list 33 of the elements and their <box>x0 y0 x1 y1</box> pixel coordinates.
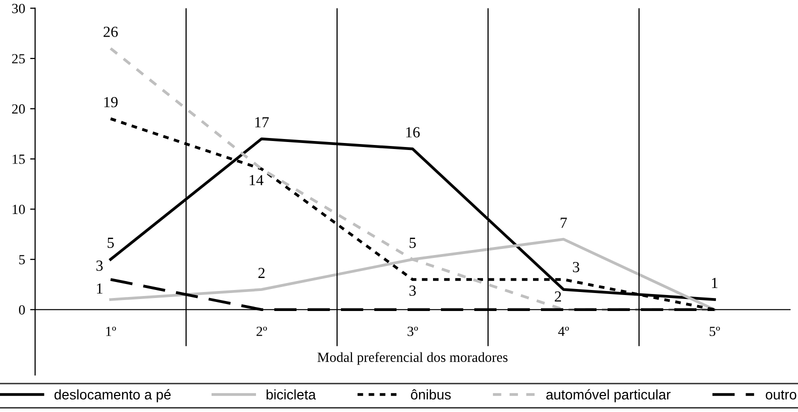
y-tick-label: 30 <box>12 4 25 14</box>
y-tick-label: 25 <box>12 54 25 64</box>
data-label: 7 <box>560 218 567 228</box>
y-tick-label: 5 <box>19 255 25 264</box>
y-tick-label: 20 <box>12 104 25 114</box>
y-tick-label: 15 <box>12 154 25 164</box>
legend-label: automóvel particular <box>546 389 671 402</box>
data-label: 5 <box>410 238 416 248</box>
data-label: 3 <box>572 262 580 272</box>
legend-label: outro <box>766 390 796 400</box>
data-label: 17 <box>255 117 269 128</box>
x-axis-title: Modal preferencial dos moradores <box>318 352 508 365</box>
data-label: 1 <box>97 283 102 294</box>
data-label: 19 <box>104 97 118 108</box>
data-label: 3 <box>96 260 103 271</box>
y-tick-label: 10 <box>12 204 25 214</box>
x-tick-label: 5º <box>710 326 720 336</box>
legend-label: deslocamento a pé <box>54 389 171 402</box>
data-label: 26 <box>104 26 118 37</box>
x-tick-label: 4º <box>558 326 569 336</box>
legend-label: bicicleta <box>266 389 316 400</box>
y-tick-label: 0 <box>18 305 25 315</box>
x-tick-label: 1º <box>106 326 116 336</box>
data-label: 1 <box>712 278 718 288</box>
data-label: 16 <box>406 127 420 138</box>
legend-label: ônibus <box>410 389 451 400</box>
data-label: 3 <box>409 286 416 296</box>
data-label: 2 <box>554 291 561 302</box>
data-label: 5 <box>108 238 114 248</box>
x-tick-label: 3º <box>408 326 418 336</box>
data-label: 2 <box>258 268 265 278</box>
data-label: 14 <box>250 175 264 186</box>
x-tick-label: 2º <box>256 326 267 336</box>
